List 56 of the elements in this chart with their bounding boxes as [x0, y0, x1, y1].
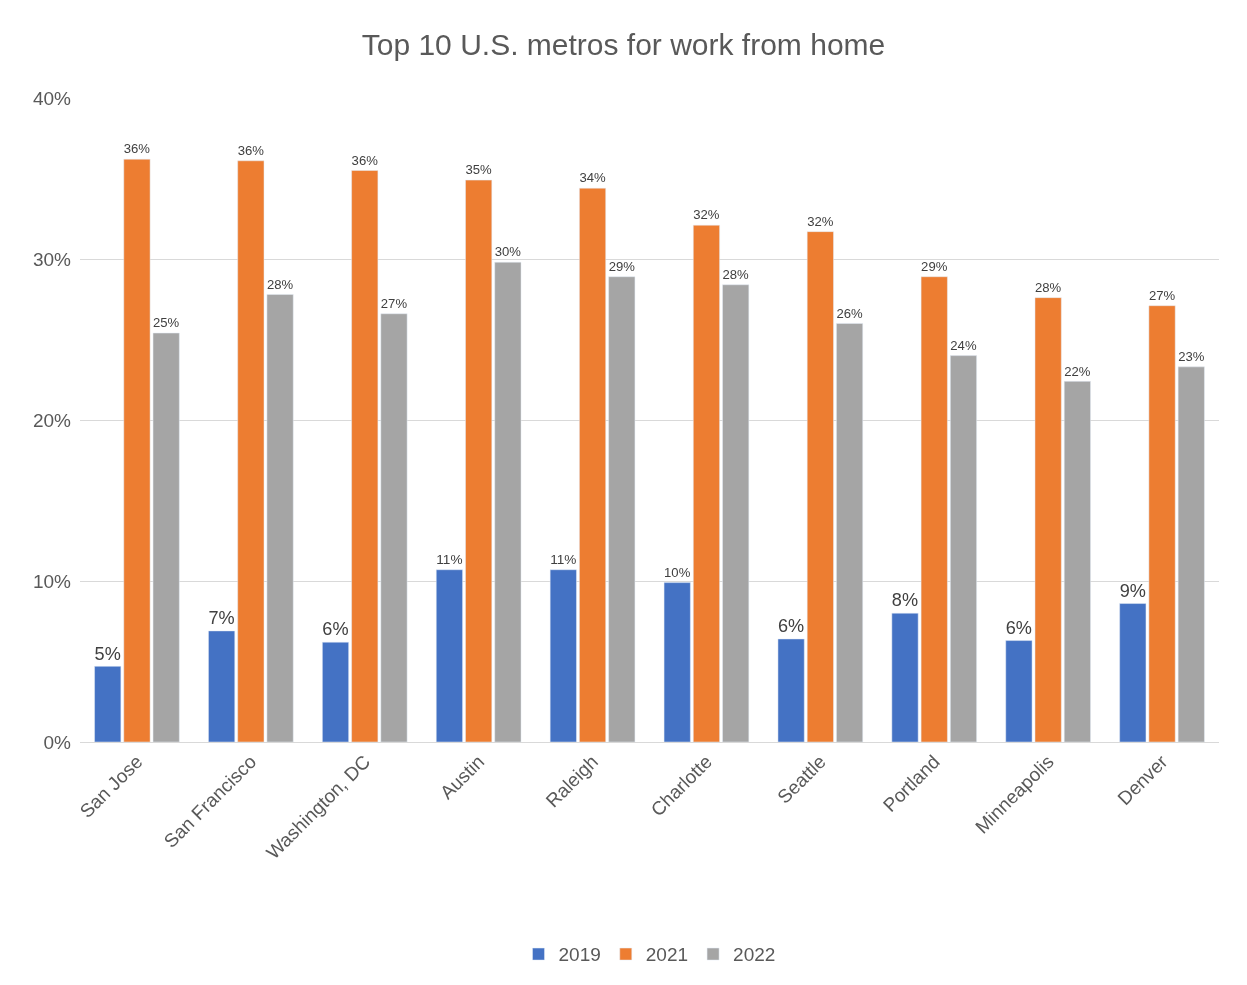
data-label: 29%	[921, 258, 948, 274]
data-label: 7%	[208, 608, 235, 629]
data-label: 23%	[1178, 349, 1205, 365]
bar	[1063, 381, 1091, 742]
legend-label: 2021	[645, 944, 689, 966]
data-label: 9%	[1119, 580, 1146, 601]
data-label: 22%	[1064, 363, 1091, 379]
data-label: 29%	[608, 258, 636, 274]
y-tick-label: 40%	[32, 87, 72, 109]
y-tick-label: 30%	[32, 248, 72, 270]
y-tick-label: 0%	[43, 731, 72, 753]
bar	[465, 179, 493, 742]
bar	[950, 355, 977, 742]
data-label: 6%	[777, 616, 805, 637]
data-label: 25%	[153, 315, 180, 331]
bar	[436, 569, 463, 742]
bar	[579, 187, 606, 742]
data-label: 26%	[836, 305, 863, 321]
bar	[494, 261, 522, 742]
data-label: 8%	[891, 590, 919, 611]
data-label: 36%	[351, 152, 379, 168]
data-label: 6%	[322, 619, 349, 640]
bar	[663, 582, 691, 742]
data-label: 24%	[950, 337, 977, 353]
bar	[806, 231, 834, 742]
bar	[322, 641, 349, 742]
bar	[722, 284, 750, 742]
data-label: 6%	[1005, 617, 1032, 638]
bar	[208, 630, 236, 742]
data-label: 30%	[494, 244, 522, 260]
data-label: 32%	[807, 213, 834, 229]
chart-title: Top 10 U.S. metros for work from home	[361, 28, 886, 62]
data-label: 11%	[436, 551, 463, 567]
data-label: 5%	[94, 643, 121, 664]
legend-label: 2019	[558, 944, 601, 966]
data-label: 10%	[664, 564, 691, 580]
data-label: 32%	[693, 207, 720, 223]
bar	[549, 569, 577, 742]
data-label: 36%	[123, 141, 151, 157]
bar	[693, 224, 720, 742]
data-label: 27%	[380, 295, 408, 311]
bar	[608, 276, 636, 742]
y-tick-label: 20%	[32, 409, 72, 431]
data-label: 35%	[465, 162, 493, 178]
x-tick-label: San Jose	[75, 751, 147, 822]
bar	[836, 323, 863, 742]
data-label: 34%	[579, 170, 606, 186]
legend-label: 2022	[733, 944, 776, 966]
data-label: 28%	[1034, 279, 1062, 295]
data-label: 28%	[722, 267, 750, 282]
bar	[777, 638, 805, 742]
data-label: 11%	[550, 551, 577, 567]
data-label: 36%	[237, 143, 265, 159]
data-label: 27%	[1148, 287, 1176, 303]
data-label: 28%	[266, 276, 294, 292]
y-tick-label: 10%	[32, 570, 72, 592]
